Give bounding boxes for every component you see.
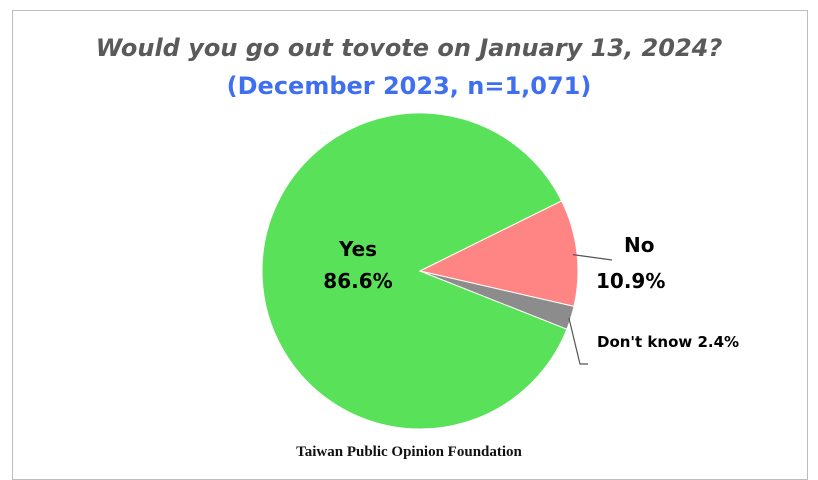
label-no-value: 10.9% (596, 269, 665, 293)
pie-chart: Yes 86.6% No 10.9% Don't know 2.4% (261, 112, 739, 430)
chart-title: Would you go out tovote on January 13, 2… (95, 34, 723, 62)
leader-line-dont-know (568, 317, 588, 365)
pie-slice-yes (261, 112, 568, 430)
chart-subtitle: (December 2023, n=1,071) (226, 72, 592, 100)
label-yes-name: Yes (338, 237, 377, 261)
pie-slice-dont-know (419, 270, 575, 330)
leader-line-no (572, 254, 613, 261)
label-no-name: No (624, 233, 654, 257)
source-label: Taiwan Public Opinion Foundation (296, 444, 522, 460)
label-dont-know: Don't know 2.4% (597, 333, 739, 351)
label-yes-value: 86.6% (323, 269, 392, 293)
